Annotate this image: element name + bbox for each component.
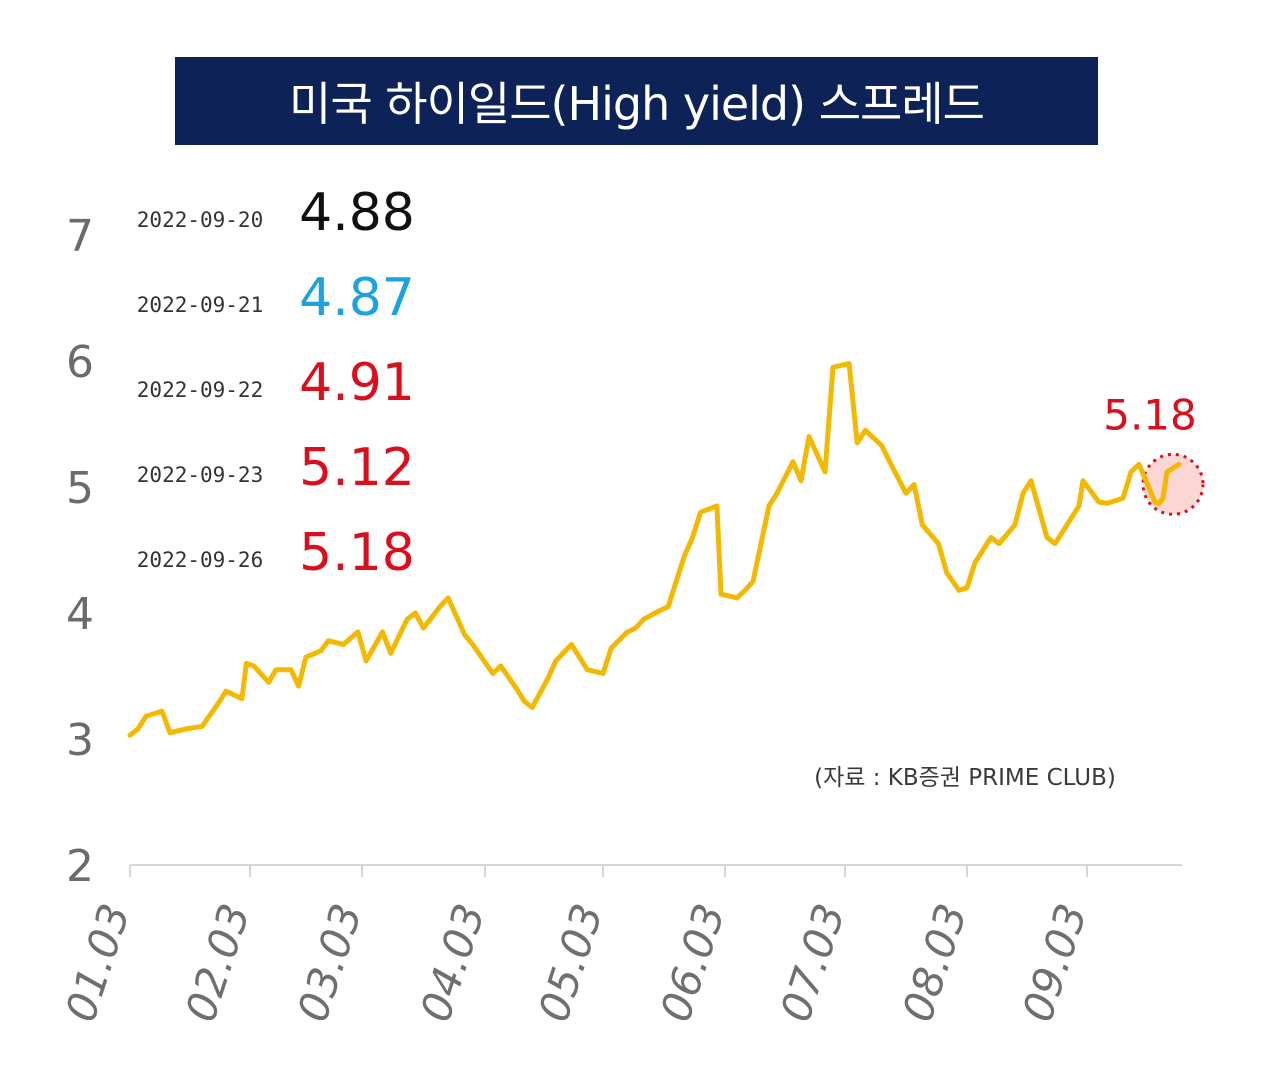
x-tick-label: 01.03: [56, 898, 140, 1028]
series-layer: [127, 361, 1182, 738]
y-tick-label: 3: [66, 715, 94, 766]
x-tick-label: 02.03: [176, 898, 260, 1028]
recent-date-label: 2022-09-21: [137, 293, 263, 317]
recent-date-label: 2022-09-23: [137, 463, 263, 487]
y-tick-label: 4: [66, 589, 94, 640]
x-tick-label: 08.03: [893, 898, 977, 1028]
recent-date-label: 2022-09-20: [137, 208, 263, 232]
y-tick-label: 7: [66, 211, 94, 262]
y-axis: 2 3 4 5 6 7: [66, 211, 94, 892]
y-tick-label: 5: [66, 463, 94, 514]
x-axis: 01.03 02.03 03.03 04.03 05.03 06.03 07.03 08.03…: [56, 864, 1182, 1028]
x-tick-label: 05.03: [529, 898, 613, 1028]
recent-values-panel: 2022-09-20 4.88 2022-09-21 4.87 2022-09-22 4.…: [137, 183, 415, 583]
y-tick-label: 2: [66, 841, 94, 892]
chart-title-banner: 미국 하이일드(High yield) 스프레드: [175, 57, 1098, 145]
recent-date-label: 2022-09-26: [137, 548, 263, 572]
source-note: (자료 : KB증권 PRIME CLUB): [814, 765, 1116, 791]
x-tick-label: 06.03: [651, 898, 735, 1028]
highlight-circle: [1141, 452, 1205, 516]
recent-value-label: 4.87: [299, 268, 415, 328]
x-tick-label: 07.03: [771, 898, 855, 1028]
x-tick-label: 03.03: [288, 898, 372, 1028]
recent-value-label: 4.88: [299, 183, 415, 243]
latest-value-callout: [1141, 452, 1205, 516]
x-tick-label: 09.03: [1013, 898, 1097, 1028]
recent-date-label: 2022-09-22: [137, 378, 263, 402]
x-tick-label: 04.03: [411, 898, 495, 1028]
callout-label: 5.18: [1103, 390, 1197, 439]
chart-title: 미국 하이일드(High yield) 스프레드: [289, 77, 985, 131]
y-tick-label: 6: [66, 337, 94, 388]
recent-value-label: 4.91: [299, 353, 415, 413]
spread-series-line: [127, 361, 1182, 738]
recent-value-label: 5.18: [299, 523, 415, 583]
recent-value-label: 5.12: [299, 438, 415, 498]
